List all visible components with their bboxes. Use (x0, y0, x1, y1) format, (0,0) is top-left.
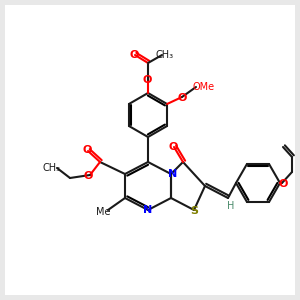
Text: O: O (168, 142, 178, 152)
Text: O: O (83, 171, 93, 181)
Text: O: O (82, 145, 92, 155)
Text: N: N (168, 169, 178, 179)
Text: N: N (143, 205, 153, 215)
Text: S: S (190, 206, 198, 216)
Text: CH₃: CH₃ (43, 163, 61, 173)
Text: CH₃: CH₃ (156, 50, 174, 60)
Text: H: H (227, 201, 235, 211)
Text: O: O (278, 179, 288, 189)
Text: OMe: OMe (193, 82, 215, 92)
Text: O: O (129, 50, 139, 60)
Text: O: O (177, 93, 187, 103)
Text: O: O (142, 75, 152, 85)
Text: Me: Me (96, 207, 110, 217)
